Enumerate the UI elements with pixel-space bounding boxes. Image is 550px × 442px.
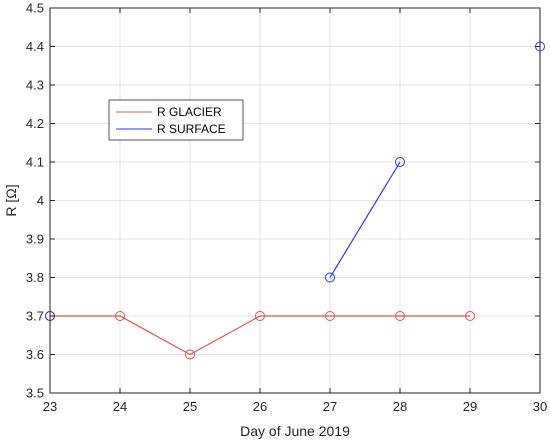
series-0-point [395,311,405,321]
series-line-0 [50,315,470,356]
y-axis-label: R [Ω] [3,184,19,216]
legend-box [108,99,244,141]
y-tick-label: 4.5 [26,1,44,16]
legend: R GLACIER R SURFACE [108,99,244,141]
x-tick-label: 29 [463,399,477,414]
series-0-point [465,311,475,321]
y-tick-label: 3.6 [26,347,44,362]
y-tick-label: 3.5 [26,386,44,401]
y-tick-label: 4 [37,193,44,208]
y-tick-label: 3.9 [26,232,44,247]
y-tick-label: 4.1 [26,155,44,170]
series-0-point [255,311,265,321]
x-tick-label: 27 [323,399,337,414]
legend-label-r-surface: R SURFACE [157,122,226,136]
series-layer [45,41,545,360]
y-tick-label: 3.7 [26,309,44,324]
x-tick-label: 26 [253,399,267,414]
ticks: 23 24 25 26 27 28 29 30 3.5 3.6 3.7 3.8 3.9 4 4.1 4.2 4.… [26,1,547,415]
y-tick-label: 4.3 [26,78,44,93]
y-tick-label: 4.4 [26,39,44,54]
x-tick-label: 23 [43,399,57,414]
series-line-1 [329,161,401,278]
legend-label-r-glacier: R GLACIER [157,105,222,119]
x-tick-label: 24 [113,399,127,414]
series-0-point [325,311,335,321]
series-1-point [325,272,335,283]
series-1-point [395,157,405,167]
x-tick-label: 30 [533,399,547,414]
series-0-point [115,311,125,321]
y-tick-label: 3.8 [26,270,44,285]
y-tick-label: 4.2 [26,116,44,131]
x-tick-label: 28 [393,399,407,414]
x-tick-label: 25 [183,399,197,414]
x-axis-label: Day of June 2019 [240,423,350,439]
series-0-point [185,349,195,360]
